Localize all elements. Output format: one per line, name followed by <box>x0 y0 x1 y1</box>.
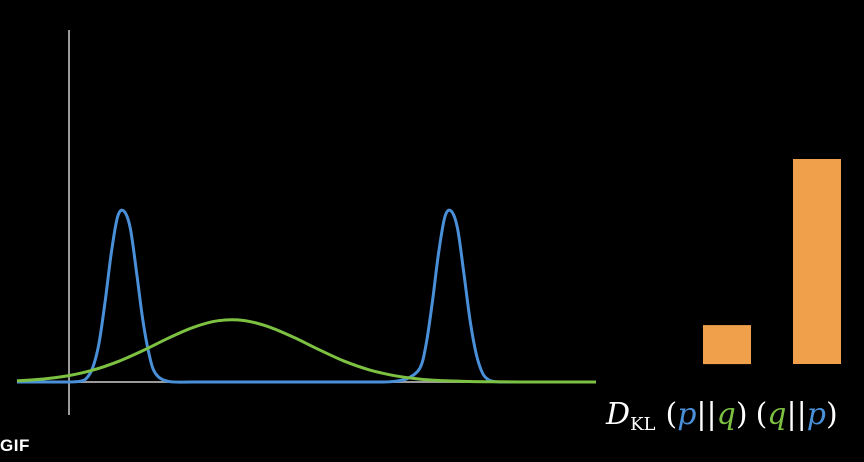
kl-symbol: D <box>605 397 630 432</box>
bars-group <box>703 159 841 365</box>
kl-subscript: KL <box>630 414 655 435</box>
distribution-chart <box>16 30 596 415</box>
series-q-line <box>16 318 596 384</box>
curves-group <box>16 208 596 384</box>
kl-group-1-close: ) <box>736 397 748 432</box>
kl-group-2-second: p <box>807 397 826 432</box>
bar-q-given-p <box>793 159 841 364</box>
kl-label: DKL (p||q) (q||p) <box>605 397 838 435</box>
kl-divergence-bar-chart: DKL (p||q) (q||p) <box>605 159 841 435</box>
kl-group-1-sep: || <box>696 397 716 432</box>
kl-group-2-first: q <box>767 397 786 432</box>
kl-group-2-close: ) <box>826 397 838 432</box>
kl-group-1-open: ( <box>665 397 677 432</box>
kl-group-1-second: q <box>717 397 736 432</box>
kl-group-2-sep: || <box>787 397 807 432</box>
gif-badge: GIF <box>0 436 30 455</box>
bar-p-given-q <box>703 325 751 365</box>
kl-group-2-open: ( <box>756 397 768 432</box>
series-p-line <box>17 208 596 384</box>
kl-group-1-first: p <box>677 397 696 432</box>
